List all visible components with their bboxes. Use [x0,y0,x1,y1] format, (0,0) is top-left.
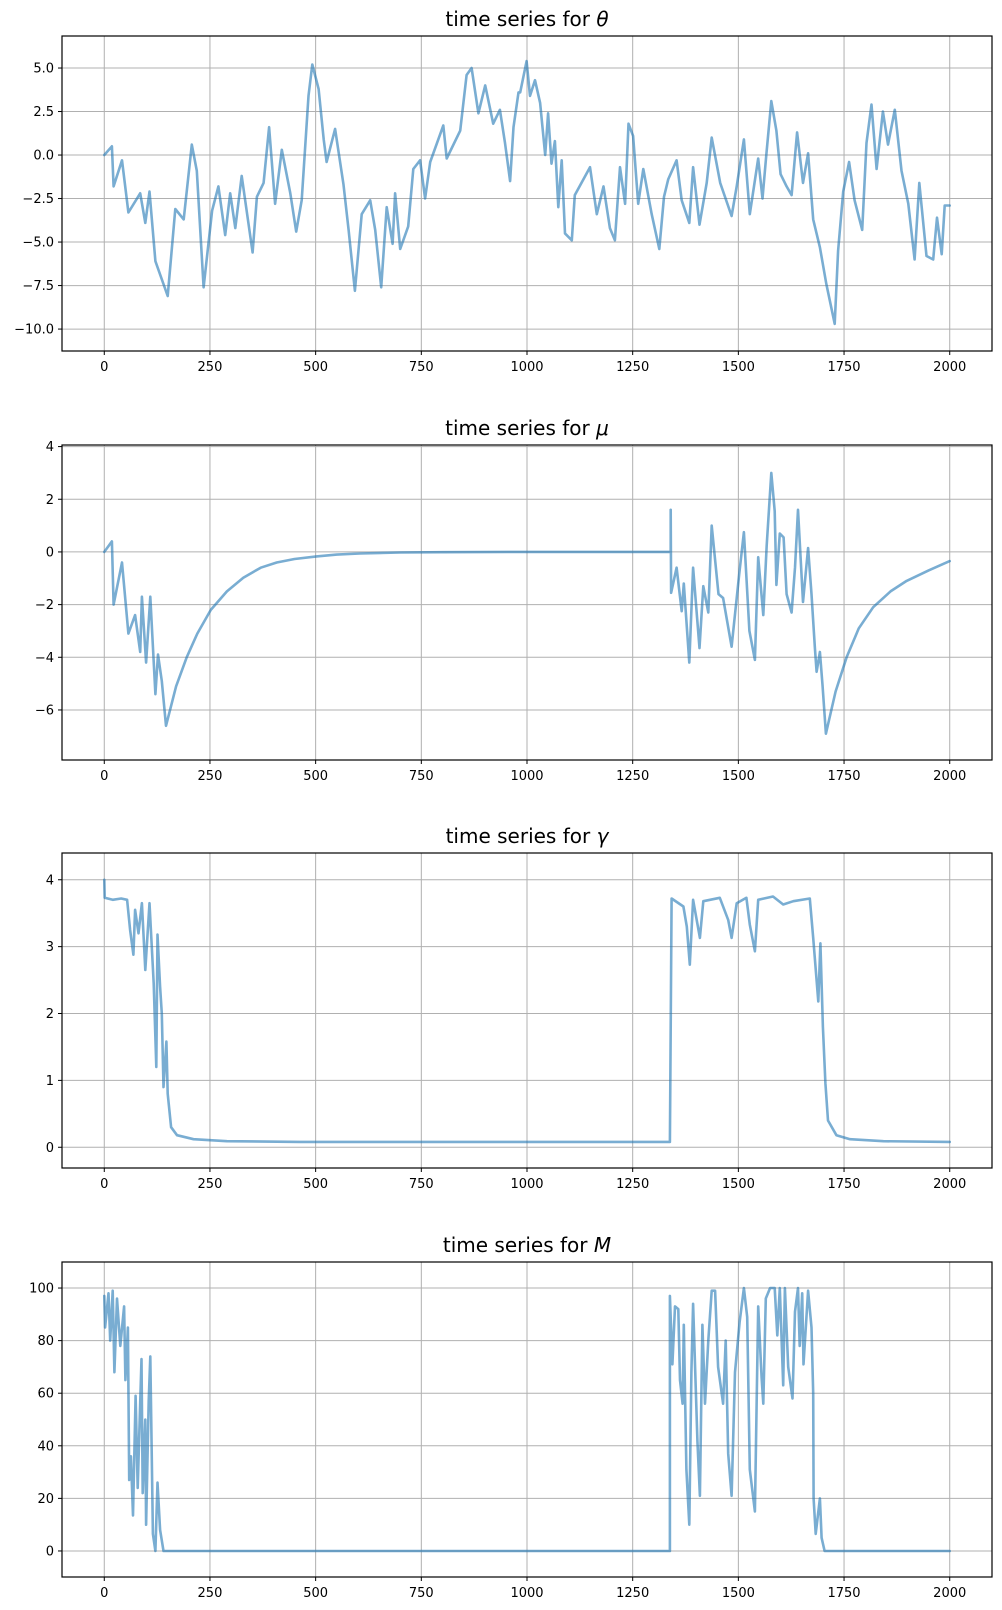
title-prefix: time series for [445,416,596,440]
y-tick-label: −5.0 [22,236,54,251]
x-tick-label: 1500 [722,360,755,375]
x-tick-label: 500 [303,1586,328,1601]
x-tick-label: 1750 [827,769,860,784]
x-tick-label: 1250 [616,769,649,784]
y-tick-label: 2.5 [33,105,54,120]
x-tick-label: 250 [198,1177,223,1192]
title-symbol: θ [596,7,608,31]
y-tick-label: 0 [46,545,54,560]
x-tick-label: 1000 [510,1586,543,1601]
title-prefix: time series for [446,824,597,848]
x-tick-label: 1750 [827,360,860,375]
x-tick-label: 250 [198,769,223,784]
title-symbol: μ [595,416,609,440]
subplot-θ: 0 250 500 750 1000 1250 1500 1750 2000 5.0 2.5 0.0 −… [14,7,993,375]
subplot-μ: 0 250 500 750 1000 1250 1500 1750 2000 4 2 0 −2 −4 −6 t… [35,416,993,784]
x-tick-label: 2000 [933,1586,966,1601]
subplot-title: time series for μ [445,416,609,440]
y-tick-label: −2 [35,598,54,613]
y-tick-label: 3 [46,940,54,955]
y-tick-label: 2 [46,493,54,508]
y-tick-label: 5.0 [33,62,54,77]
x-tick-label: 1250 [616,1586,649,1601]
y-tick-label: 4 [46,873,54,888]
title-symbol: γ [597,824,610,848]
x-tick-label: 1500 [722,1177,755,1192]
y-tick-label: 1 [46,1074,54,1089]
x-tick-label: 2000 [933,1177,966,1192]
x-tick-label: 0 [100,769,108,784]
y-tick-label: 100 [29,1282,54,1297]
x-tick-label: 1750 [827,1177,860,1192]
y-tick-label: 0 [46,1141,54,1156]
title-prefix: time series for [443,1233,594,1257]
y-tick-label: −4 [35,651,54,666]
series-line [103,59,951,326]
x-tick-label: 1250 [616,360,649,375]
y-tick-label: 80 [37,1334,54,1349]
x-tick-label: 1750 [827,1586,860,1601]
x-tick-label: 750 [409,360,434,375]
series-line [103,1286,951,1553]
subplot-title: time series for M [443,1233,611,1257]
x-tick-label: 250 [198,1586,223,1601]
x-tick-label: 2000 [933,769,966,784]
y-tick-label: 20 [37,1492,54,1507]
series-line [103,471,951,735]
x-tick-label: 0 [100,360,108,375]
y-tick-label: −6 [35,703,54,718]
x-tick-label: 750 [409,769,434,784]
axes-frame [61,852,993,1169]
axes-frame [61,444,993,761]
y-tick-label: 60 [37,1387,54,1402]
x-tick-label: 500 [303,769,328,784]
axes-frame [61,1261,993,1578]
x-tick-label: 1000 [510,1177,543,1192]
x-tick-label: 1500 [722,769,755,784]
axes-frame [61,35,993,352]
x-tick-label: 500 [303,1177,328,1192]
subplot-title: time series for θ [445,7,608,31]
x-tick-label: 1000 [510,769,543,784]
subplot-title: time series for γ [446,824,610,848]
y-tick-label: −2.5 [22,192,54,207]
x-tick-label: 750 [409,1177,434,1192]
y-tick-label: 40 [37,1439,54,1454]
subplot-M: 0 250 500 750 1000 1250 1500 1750 2000 100 80 60 40 2… [29,1233,993,1601]
y-tick-label: 0.0 [33,149,54,164]
x-tick-label: 1250 [616,1177,649,1192]
x-tick-label: 250 [198,360,223,375]
y-tick-label: 0 [46,1544,54,1559]
x-tick-label: 1000 [510,360,543,375]
title-prefix: time series for [445,7,596,31]
x-tick-label: 500 [303,360,328,375]
y-tick-label: −10.0 [14,323,54,338]
x-tick-label: 0 [100,1586,108,1601]
subplot-γ: 0 250 500 750 1000 1250 1500 1750 2000 4 3 2 1 0 time … [46,824,993,1192]
x-tick-label: 2000 [933,360,966,375]
title-symbol: M [594,1233,611,1257]
y-tick-label: −7.5 [22,279,54,294]
y-tick-label: 4 [46,440,54,455]
series-line [103,878,951,1144]
x-tick-label: 1500 [722,1586,755,1601]
x-tick-label: 750 [409,1586,434,1601]
y-tick-label: 2 [46,1007,54,1022]
x-tick-label: 0 [100,1177,108,1192]
